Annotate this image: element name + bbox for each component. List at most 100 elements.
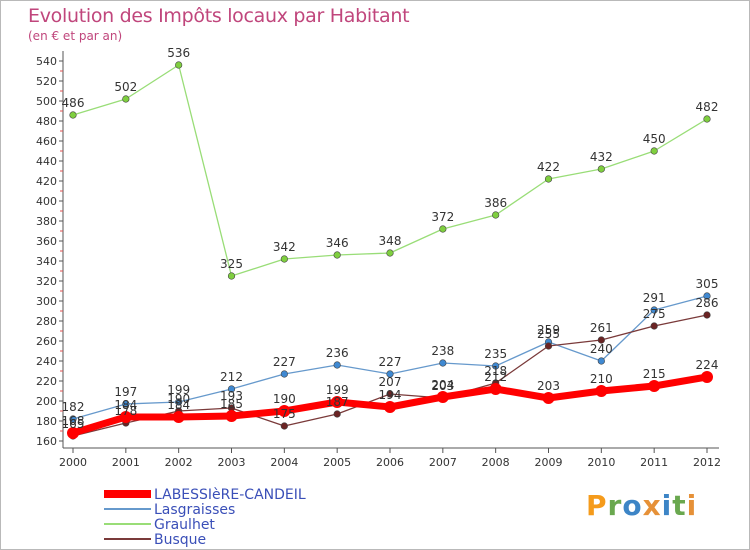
legend-label: Graulhet (154, 517, 215, 533)
data-label: 218 (484, 364, 507, 378)
data-point (280, 255, 288, 263)
data-label: 227 (273, 355, 296, 369)
x-tick-label: 2000 (59, 456, 87, 469)
data-label: 197 (114, 385, 137, 399)
y-tick-label: 440 (36, 155, 57, 168)
logo-letter: P (586, 489, 608, 522)
data-label: 259 (537, 323, 560, 337)
y-tick-label: 240 (36, 355, 57, 368)
x-tick-label: 2007 (429, 456, 457, 469)
data-point (278, 405, 291, 417)
y-tick-label: 540 (36, 55, 57, 68)
y-tick-label: 480 (36, 115, 57, 128)
data-label: 305 (696, 277, 719, 291)
data-point (69, 415, 77, 423)
y-tick-label: 160 (36, 435, 57, 448)
data-point (703, 292, 711, 300)
data-label: 275 (643, 307, 666, 321)
data-label: 432 (590, 150, 613, 164)
legend-label: Lasgraisses (154, 502, 235, 518)
data-point (227, 272, 236, 280)
legend-label: LABESSIèRE-CANDEIL (154, 487, 306, 503)
y-tick-label: 500 (36, 95, 57, 108)
data-label: 190 (167, 392, 190, 406)
data-point (122, 400, 130, 408)
data-point (386, 370, 394, 378)
y-tick-label: 420 (36, 175, 57, 188)
data-label: 346 (326, 236, 349, 250)
y-tick-label: 520 (36, 75, 57, 88)
y-tick-label: 300 (36, 295, 57, 308)
data-label: 240 (590, 342, 613, 356)
data-label: 212 (484, 370, 507, 384)
data-point (597, 165, 605, 173)
data-point (544, 342, 553, 350)
data-label: 482 (696, 100, 719, 114)
data-point (439, 225, 447, 233)
data-label: 291 (643, 291, 666, 305)
data-label: 203 (537, 379, 560, 393)
data-label: 203 (431, 379, 454, 393)
data-label: 286 (696, 296, 719, 310)
data-point (648, 380, 661, 392)
data-label: 182 (62, 400, 85, 414)
data-point (489, 383, 502, 395)
data-label: 422 (537, 160, 560, 174)
logo-letter: o (622, 489, 643, 522)
data-label: 348 (379, 234, 402, 248)
logo-letter: i (686, 489, 698, 522)
y-tick-label: 200 (36, 395, 57, 408)
data-label: 325 (220, 257, 243, 271)
data-point (175, 61, 183, 69)
data-point (175, 398, 183, 406)
logo-letter: t (672, 489, 687, 522)
x-tick-label: 2010 (587, 456, 615, 469)
data-point (492, 362, 500, 370)
data-label: 236 (326, 346, 349, 360)
data-point (544, 175, 553, 183)
data-point (542, 392, 555, 404)
data-point (386, 390, 394, 398)
data-label: 450 (643, 132, 666, 146)
data-label: 227 (379, 355, 402, 369)
y-tick-label: 180 (36, 415, 57, 428)
data-point (650, 306, 658, 314)
y-tick-label: 220 (36, 375, 57, 388)
data-label: 261 (590, 321, 613, 335)
data-label: 199 (167, 383, 190, 397)
data-label: 255 (537, 327, 560, 341)
logo-letter: x (642, 489, 662, 522)
data-label: 184 (167, 398, 190, 412)
x-tick-label: 2005 (323, 456, 351, 469)
logo-letter: r (607, 489, 623, 522)
y-tick-label: 260 (36, 335, 57, 348)
data-label: 184 (114, 398, 137, 412)
data-point (280, 422, 288, 430)
x-tick-label: 2002 (165, 456, 193, 469)
data-point (436, 391, 449, 403)
data-label: 168 (62, 414, 85, 428)
y-tick-label: 400 (36, 195, 57, 208)
data-point (386, 249, 394, 257)
data-label: 185 (220, 397, 243, 411)
data-point (119, 411, 132, 423)
data-point (225, 410, 238, 422)
data-point (331, 396, 344, 408)
data-label: 372 (431, 210, 454, 224)
data-point (703, 311, 711, 319)
y-tick-label: 360 (36, 235, 57, 248)
data-label: 212 (220, 370, 243, 384)
x-tick-label: 2009 (535, 456, 563, 469)
data-point (703, 115, 711, 123)
y-tick-label: 280 (36, 315, 57, 328)
x-tick-label: 2001 (112, 456, 140, 469)
data-point (597, 357, 605, 365)
y-tick-label: 380 (36, 215, 57, 228)
data-point (597, 336, 605, 344)
data-label: 386 (484, 196, 507, 210)
data-label: 342 (273, 240, 296, 254)
data-point (492, 211, 500, 219)
data-point (650, 147, 658, 155)
data-label: 502 (114, 80, 137, 94)
x-tick-label: 2008 (482, 456, 510, 469)
